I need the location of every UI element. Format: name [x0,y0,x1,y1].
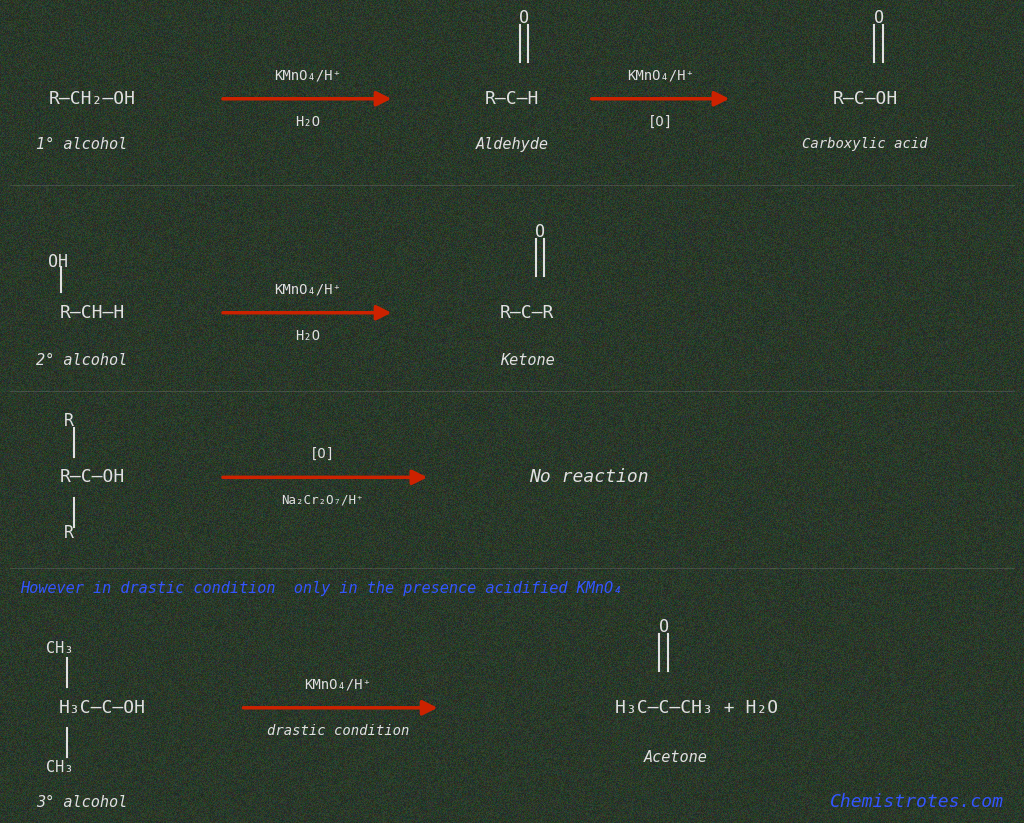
Text: H₃C—C—CH₃ + H₂O: H₃C—C—CH₃ + H₂O [614,699,778,717]
Text: R—C—R: R—C—R [500,304,555,322]
Text: [O]: [O] [310,447,335,462]
Text: R—CH—H: R—CH—H [59,304,125,322]
Text: Acetone: Acetone [644,750,708,765]
Text: CH₃: CH₃ [46,760,73,774]
Text: O: O [519,9,529,27]
Text: CH₃: CH₃ [46,641,73,656]
Text: However in drastic condition  only in the presence acidified KMnO₄: However in drastic condition only in the… [20,581,623,596]
Text: 3° alcohol: 3° alcohol [36,795,128,810]
Text: Carboxylic acid: Carboxylic acid [803,137,928,151]
Text: O: O [535,223,545,241]
Text: [O]: [O] [648,114,673,129]
Text: R—C—OH: R—C—OH [833,90,898,108]
Text: KMnO₄/H⁺: KMnO₄/H⁺ [627,68,694,83]
Text: H₂O: H₂O [295,114,319,129]
Text: R: R [63,524,74,542]
Text: Na₂Cr₂O₇/H⁺: Na₂Cr₂O₇/H⁺ [282,494,364,507]
Text: Ketone: Ketone [500,353,555,368]
Text: Aldehyde: Aldehyde [475,137,549,151]
Text: OH: OH [48,253,69,271]
Text: H₃C—C—OH: H₃C—C—OH [59,699,145,717]
Text: R: R [63,412,74,430]
Text: 2° alcohol: 2° alcohol [36,353,128,368]
Text: R—C—H: R—C—H [484,90,540,108]
Text: O: O [658,618,669,636]
Text: No reaction: No reaction [529,468,648,486]
Text: KMnO₄/H⁺: KMnO₄/H⁺ [273,68,341,83]
Text: R—C—OH: R—C—OH [59,468,125,486]
Text: KMnO₄/H⁺: KMnO₄/H⁺ [304,677,372,692]
Text: 1° alcohol: 1° alcohol [36,137,128,151]
Text: Chemistrotes.com: Chemistrotes.com [829,793,1004,811]
Text: KMnO₄/H⁺: KMnO₄/H⁺ [273,282,341,297]
Text: drastic condition: drastic condition [266,723,410,738]
Text: O: O [873,9,884,27]
Text: H₂O: H₂O [295,328,319,343]
Text: R—CH₂—OH: R—CH₂—OH [49,90,135,108]
